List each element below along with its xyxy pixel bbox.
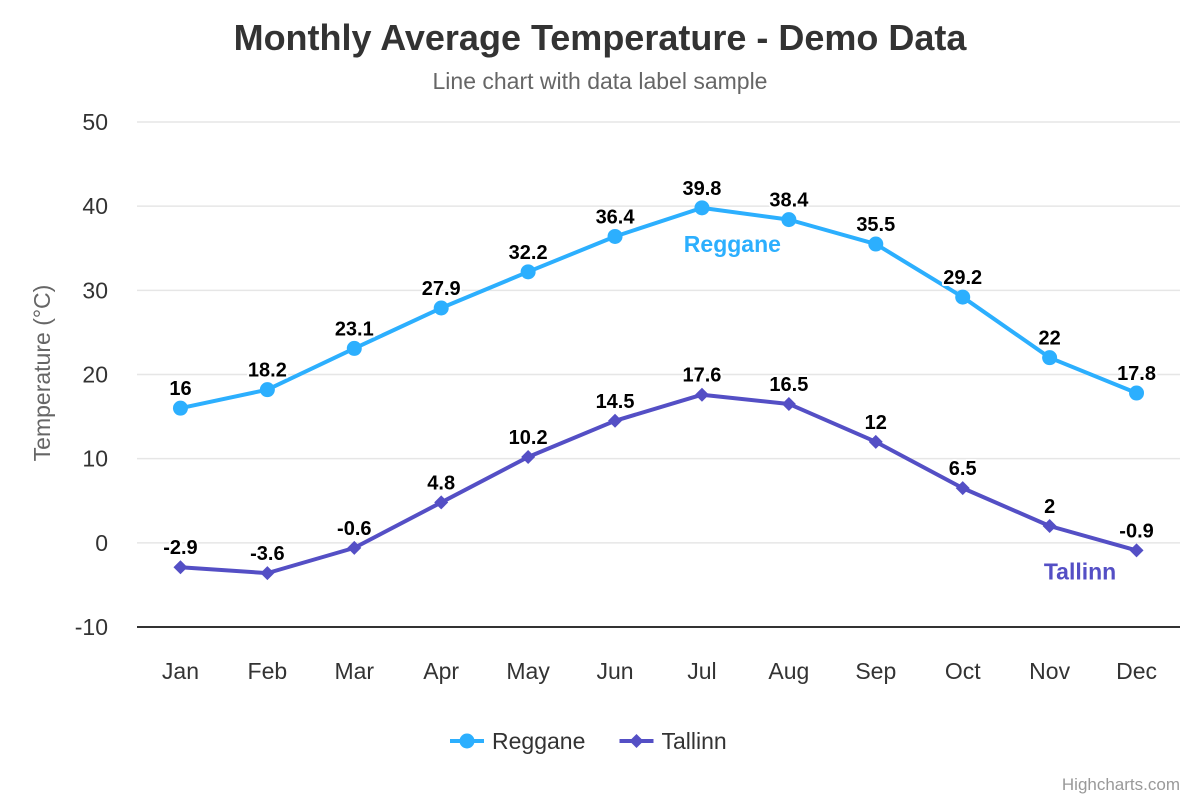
x-tick-label: May: [506, 658, 550, 684]
x-axis: Jan Feb Mar Apr May Jun Jul Aug Sep Oct Nov Dec: [137, 626, 1180, 684]
legend-marker-tallinn[interactable]: [629, 734, 644, 748]
data-point-tallinn[interactable]: [521, 449, 536, 464]
data-point-reggane[interactable]: [172, 400, 188, 416]
credits-link[interactable]: Highcharts.com: [1062, 775, 1180, 794]
data-point-tallinn[interactable]: [434, 495, 449, 510]
data-label-reggane: 17.8: [1117, 363, 1156, 385]
data-point-tallinn[interactable]: [868, 434, 883, 449]
y-tick-label: 10: [82, 446, 108, 472]
series-labels: Reggane Tallinn: [682, 229, 1118, 587]
x-tick-label: Aug: [768, 658, 809, 684]
series-reggane: [172, 200, 1145, 416]
data-label-reggane: 22: [1039, 328, 1061, 350]
series-line-tallinn[interactable]: [178, 392, 1139, 576]
data-point-reggane[interactable]: [1129, 385, 1145, 401]
series-line-reggane[interactable]: [178, 205, 1139, 411]
series-group: [172, 200, 1145, 581]
y-tick-label: 50: [82, 109, 108, 135]
data-label-tallinn: 4.8: [427, 472, 455, 494]
data-point-tallinn[interactable]: [694, 387, 709, 402]
series-name-label-tallinn: Tallinn: [1044, 559, 1116, 585]
data-label-reggane: 32.2: [509, 242, 548, 264]
data-point-tallinn[interactable]: [347, 540, 362, 555]
data-labels: 1618.223.127.932.236.439.838.435.529.222…: [161, 176, 1158, 567]
y-tick-label: 20: [82, 362, 108, 388]
data-point-reggane[interactable]: [259, 382, 275, 398]
x-tick-label: Mar: [334, 658, 374, 684]
data-label-reggane: 27.9: [422, 278, 461, 300]
data-label-reggane: 16: [169, 378, 191, 400]
data-label-tallinn: 14.5: [596, 391, 635, 413]
data-point-reggane[interactable]: [607, 228, 623, 244]
data-point-tallinn[interactable]: [1042, 519, 1057, 533]
x-tick-label: Oct: [945, 658, 981, 684]
data-point-reggane[interactable]: [1042, 350, 1058, 366]
data-point-reggane[interactable]: [520, 264, 536, 280]
legend-item-tallinn[interactable]: Tallinn: [619, 728, 727, 754]
data-label-tallinn: 12: [865, 412, 887, 434]
y-axis-ticks: -10 0 10 20 30 40 50: [75, 109, 108, 640]
x-tick-label: Apr: [423, 658, 459, 684]
y-tick-label: 40: [82, 193, 108, 219]
data-point-tallinn[interactable]: [260, 566, 275, 581]
grid-lines: [137, 121, 1180, 544]
y-axis-title: Temperature (°C): [29, 285, 55, 462]
data-label-tallinn: -0.6: [337, 518, 371, 540]
data-label-tallinn: -2.9: [163, 537, 197, 559]
data-label-tallinn: -3.6: [250, 543, 284, 565]
data-label-reggane: 38.4: [769, 190, 809, 212]
x-tick-label: Jul: [687, 658, 716, 684]
x-tick-label: Dec: [1116, 658, 1157, 684]
x-tick-label: Sep: [855, 658, 896, 684]
data-label-tallinn: 2: [1044, 496, 1055, 518]
legend: Reggane Tallinn: [450, 728, 727, 754]
data-point-reggane[interactable]: [694, 200, 710, 216]
data-label-reggane: 39.8: [682, 178, 721, 200]
data-label-reggane: 29.2: [943, 267, 982, 289]
data-label-tallinn: 17.6: [682, 365, 721, 387]
data-point-tallinn[interactable]: [173, 560, 188, 575]
data-label-reggane: 23.1: [335, 318, 374, 340]
legend-marker-reggane[interactable]: [459, 733, 475, 749]
data-label-reggane: 36.4: [596, 206, 636, 228]
x-tick-label: Nov: [1029, 658, 1070, 684]
y-tick-label: 30: [82, 277, 108, 303]
data-point-tallinn[interactable]: [955, 481, 970, 496]
data-point-reggane[interactable]: [868, 236, 884, 252]
data-point-tallinn[interactable]: [1129, 543, 1144, 558]
data-point-reggane[interactable]: [955, 289, 971, 305]
legend-label-reggane: Reggane: [492, 728, 585, 754]
x-tick-label: Jan: [162, 658, 199, 684]
data-label-reggane: 35.5: [856, 214, 895, 236]
data-point-tallinn[interactable]: [781, 396, 796, 411]
chart-title: Monthly Average Temperature - Demo Data: [234, 17, 968, 58]
series-tallinn: [173, 387, 1144, 581]
data-label-tallinn: -0.9: [1119, 520, 1153, 542]
y-tick-label: -10: [75, 614, 108, 640]
legend-label-tallinn: Tallinn: [662, 728, 727, 754]
legend-item-reggane[interactable]: Reggane: [450, 728, 585, 754]
data-point-reggane[interactable]: [433, 300, 449, 316]
data-label-reggane: 18.2: [248, 360, 287, 382]
x-tick-label: Jun: [596, 658, 633, 684]
data-point-reggane[interactable]: [781, 212, 797, 228]
chart-subtitle: Line chart with data label sample: [433, 68, 768, 94]
y-tick-label: 0: [95, 530, 108, 556]
data-point-tallinn[interactable]: [608, 413, 623, 428]
x-tick-label: Feb: [248, 658, 288, 684]
data-label-tallinn: 16.5: [769, 374, 808, 396]
data-point-reggane[interactable]: [346, 340, 362, 356]
data-label-tallinn: 10.2: [509, 427, 548, 449]
series-name-label-reggane: Reggane: [684, 231, 781, 257]
data-label-tallinn: 6.5: [949, 458, 977, 480]
